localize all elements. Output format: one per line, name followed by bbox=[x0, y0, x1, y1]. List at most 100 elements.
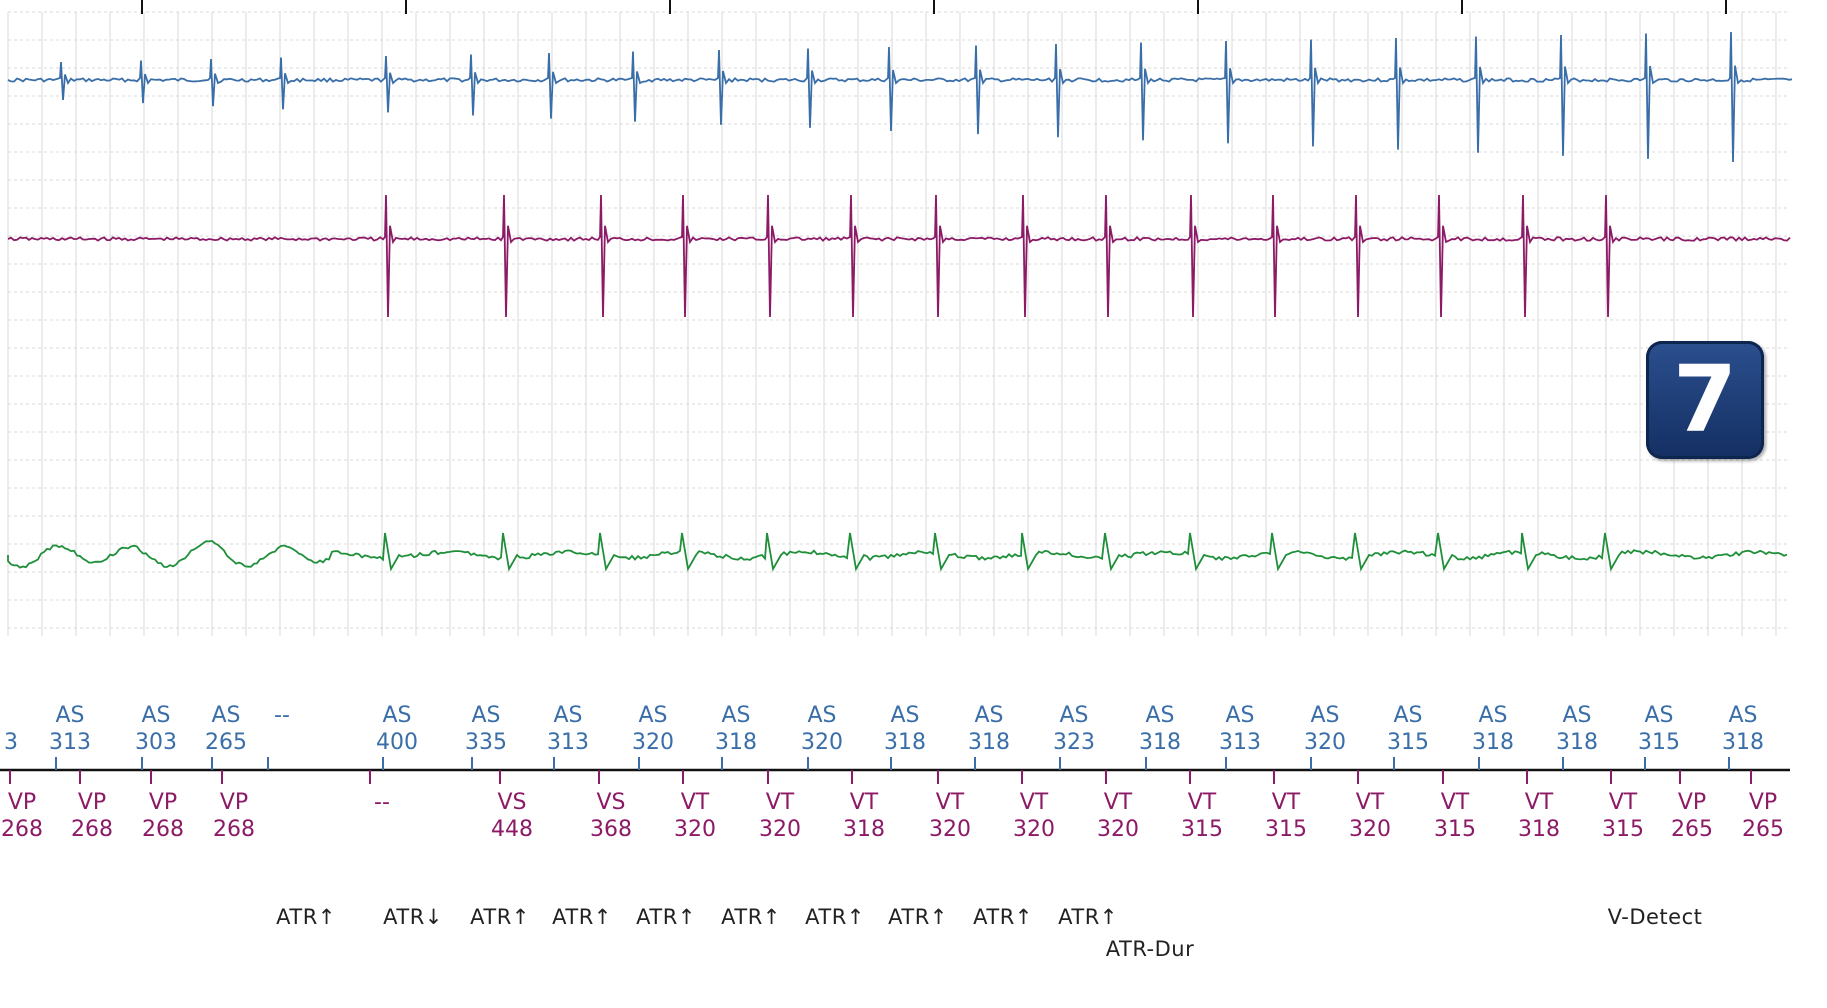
atrial-marker-value: 313 bbox=[1219, 730, 1261, 755]
ventricular-marker-label: VP bbox=[1678, 790, 1706, 815]
atrial-marker-value: 318 bbox=[1139, 730, 1181, 755]
ventricular-marker-label: VT bbox=[1272, 790, 1301, 815]
ventricular-marker-value: 318 bbox=[843, 817, 885, 842]
ventricular-marker-label: VT bbox=[1356, 790, 1385, 815]
atrial-marker-value: 318 bbox=[968, 730, 1010, 755]
ventricular-marker-label: VT bbox=[1188, 790, 1217, 815]
atrial-marker-value: 315 bbox=[1387, 730, 1429, 755]
traces bbox=[7, 31, 1793, 572]
atrial-marker-value: 313 bbox=[49, 730, 91, 755]
annotations: ATR↑ ATR↓ ATR↑ ATR↑ ATR↑ ATR↑ ATR↑ ATR↑ ATR↑ ATR↑… bbox=[276, 905, 1702, 961]
atrial-marker-value: 318 bbox=[715, 730, 757, 755]
ventricular-marker-value: 320 bbox=[674, 817, 716, 842]
atrial-marker-label: AS bbox=[1478, 703, 1507, 728]
atrial-marker-label: AS bbox=[1059, 703, 1088, 728]
atrial-marker-value: 320 bbox=[801, 730, 843, 755]
atrial-marker-label: AS bbox=[211, 703, 240, 728]
ventricular-marker-value: 320 bbox=[759, 817, 801, 842]
ventricular-marker-label: VT bbox=[850, 790, 879, 815]
atrial-marker-value: 315 bbox=[1638, 730, 1680, 755]
ventricular-marker-value: 320 bbox=[929, 817, 971, 842]
atrial-marker-label: AS bbox=[1145, 703, 1174, 728]
trace-1 bbox=[7, 194, 1791, 318]
atrial-marker-label: -- bbox=[274, 703, 290, 728]
annotation-label: V-Detect bbox=[1608, 905, 1703, 929]
atrial-marker-label: AS bbox=[721, 703, 750, 728]
annotation-label: ATR↑ bbox=[805, 905, 865, 929]
atrial-marker-value: 313 bbox=[547, 730, 589, 755]
atrial-marker-label: AS bbox=[1393, 703, 1422, 728]
ventricular-marker-label: -- bbox=[374, 790, 390, 815]
annotation-label: ATR↑ bbox=[973, 905, 1033, 929]
ventricular-marker-value: 320 bbox=[1013, 817, 1055, 842]
atrial-marker-value: 400 bbox=[376, 730, 418, 755]
atrial-marker-value: 3 bbox=[4, 730, 18, 755]
atrial-marker-label: AS bbox=[553, 703, 582, 728]
ventricular-marker-value: 315 bbox=[1181, 817, 1223, 842]
trace-2 bbox=[7, 532, 1788, 572]
ventricular-marker-value: 265 bbox=[1742, 817, 1784, 842]
grid bbox=[7, 11, 1790, 636]
atrial-marker-label: AS bbox=[974, 703, 1003, 728]
ventricular-marker-label: VS bbox=[497, 790, 526, 815]
ventricular-marker-label: VT bbox=[766, 790, 795, 815]
annotation-label: ATR↑ bbox=[636, 905, 696, 929]
atrial-marker-label: AS bbox=[55, 703, 84, 728]
ventricular-marker-label: VP bbox=[1749, 790, 1777, 815]
atrial-marker-value: 318 bbox=[1472, 730, 1514, 755]
annotation-label: ATR↑ bbox=[470, 905, 530, 929]
ventricular-marker-value: 315 bbox=[1434, 817, 1476, 842]
time-ticks bbox=[141, 0, 1727, 14]
ventricular-marker-value: 265 bbox=[1671, 817, 1713, 842]
ventricular-marker-label: VT bbox=[936, 790, 965, 815]
annotation-label: ATR↑ bbox=[276, 905, 336, 929]
ventricular-marker-value: 320 bbox=[1097, 817, 1139, 842]
annotation-label: ATR-Dur bbox=[1106, 937, 1195, 961]
ventricular-marker-value: 268 bbox=[71, 817, 113, 842]
ventricular-marker-label: VT bbox=[1525, 790, 1554, 815]
atrial-marker-label: AS bbox=[1310, 703, 1339, 728]
atrial-marker-label: AS bbox=[1728, 703, 1757, 728]
ventricular-marker-label: VP bbox=[149, 790, 177, 815]
annotation-label: ATR↑ bbox=[888, 905, 948, 929]
ventricular-marker-value: 318 bbox=[1518, 817, 1560, 842]
ventricular-marker-value: 448 bbox=[491, 817, 533, 842]
annotation-label: ATR↑ bbox=[552, 905, 612, 929]
atrial-marker-value: 335 bbox=[465, 730, 507, 755]
atrial-marker-label: AS bbox=[890, 703, 919, 728]
ventricular-marker-value: 315 bbox=[1602, 817, 1644, 842]
annotation-label: ATR↑ bbox=[721, 905, 781, 929]
atrial-marker-value: 320 bbox=[632, 730, 674, 755]
ventricular-marker-label: VT bbox=[1609, 790, 1638, 815]
atrial-marker-value: 318 bbox=[1722, 730, 1764, 755]
ventricular-marker-value: 320 bbox=[1349, 817, 1391, 842]
atrial-marker-value: 303 bbox=[135, 730, 177, 755]
ventricular-marker-label: VP bbox=[8, 790, 36, 815]
ventricular-marker-value: 268 bbox=[213, 817, 255, 842]
ventricular-marker-label: VS bbox=[596, 790, 625, 815]
atrial-marker-value: 318 bbox=[1556, 730, 1598, 755]
ventricular-marker-label: VT bbox=[1020, 790, 1049, 815]
ventricular-marker-value: 268 bbox=[1, 817, 43, 842]
atrial-marker-value: 323 bbox=[1053, 730, 1095, 755]
trace-0 bbox=[7, 31, 1793, 163]
atrial-marker-label: AS bbox=[638, 703, 667, 728]
ventricular-marker-value: 368 bbox=[590, 817, 632, 842]
ventricular-marker-label: VT bbox=[1441, 790, 1470, 815]
atrial-marker-value: 265 bbox=[205, 730, 247, 755]
atrial-marker-label: AS bbox=[1225, 703, 1254, 728]
ventricular-marker-value: 315 bbox=[1265, 817, 1307, 842]
atrial-marker-label: AS bbox=[141, 703, 170, 728]
atrial-marker-label: AS bbox=[1644, 703, 1673, 728]
atrial-marker-value: 318 bbox=[884, 730, 926, 755]
annotation-label: ATR↓ bbox=[383, 905, 443, 929]
annotation-label: ATR↑ bbox=[1058, 905, 1118, 929]
ventricular-marker-label: VP bbox=[220, 790, 248, 815]
atrial-marker-label: AS bbox=[807, 703, 836, 728]
ventricular-marker-label: VT bbox=[681, 790, 710, 815]
atrial-marker-label: AS bbox=[471, 703, 500, 728]
figure-number-badge: 7 bbox=[1646, 341, 1764, 459]
